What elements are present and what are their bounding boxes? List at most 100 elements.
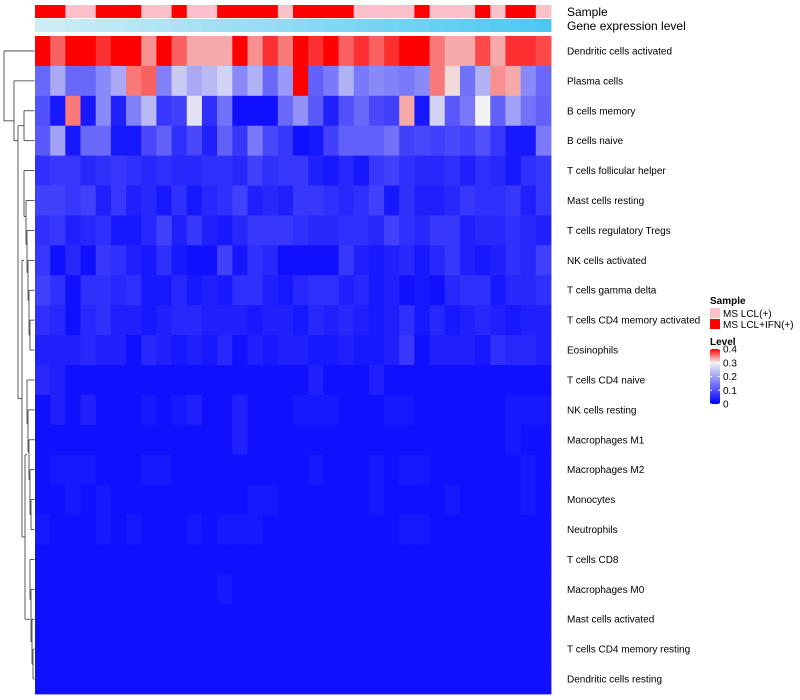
heatmap-cell [247, 484, 264, 515]
heatmap-cell [338, 125, 355, 157]
heatmap-cell [490, 664, 506, 695]
heatmap-cell [201, 65, 218, 97]
heatmap-cell [399, 275, 415, 306]
heatmap-cell [399, 484, 415, 515]
heatmap-cell [475, 185, 491, 216]
heatmap-cell [429, 95, 446, 127]
heatmap-cell [80, 604, 97, 635]
heatmap-cell [247, 305, 264, 336]
expression-annotation-cell [50, 19, 66, 32]
heatmap-cell [50, 155, 66, 186]
heatmap-cell [353, 574, 370, 605]
heatmap-cell [399, 365, 415, 396]
sample-annotation-cell [232, 5, 248, 18]
heatmap-cell [110, 155, 127, 186]
heatmap-cell [505, 634, 522, 665]
heatmap-cell [201, 514, 218, 545]
heatmap-cell [475, 544, 491, 575]
heatmap-cell [262, 634, 279, 665]
heatmap-cell [353, 664, 370, 695]
heatmap-cell [126, 634, 142, 665]
heatmap-cell [171, 604, 188, 635]
heatmap-cell [201, 275, 218, 306]
expression-annotation-cell [505, 19, 522, 32]
heatmap-cell [338, 544, 355, 575]
expression-annotation-cell [201, 19, 218, 32]
heatmap-cell [384, 664, 400, 695]
heatmap-cell [95, 664, 112, 695]
heatmap-cell [444, 664, 461, 695]
heatmap-cell [277, 424, 294, 456]
annotation-label-expression: Gene expression level [567, 19, 686, 33]
heatmap-cell [490, 335, 506, 366]
heatmap-cell [505, 394, 522, 426]
heatmap-cell [475, 484, 491, 515]
heatmap-cell [126, 514, 142, 545]
heatmap-cell [201, 125, 218, 157]
heatmap-cell [490, 365, 506, 396]
heatmap-cell [384, 544, 400, 575]
heatmap-cell [141, 125, 157, 157]
heatmap-cell [156, 36, 172, 67]
heatmap-cell [80, 275, 97, 306]
heatmap-cell [141, 215, 157, 246]
heatmap-cell [459, 125, 476, 157]
sample-annotation-cell [126, 5, 142, 18]
heatmap-cell [171, 514, 188, 545]
heatmap-cell [186, 424, 203, 456]
heatmap-cell [110, 65, 127, 97]
heatmap-cell [141, 484, 157, 515]
heatmap-cell [414, 454, 430, 486]
heatmap-cell [247, 245, 264, 276]
heatmap-cell [110, 484, 127, 515]
heatmap-cell [353, 155, 370, 186]
heatmap-cell [201, 544, 218, 575]
heatmap-cell [535, 604, 552, 635]
heatmap-cell [126, 484, 142, 515]
heatmap-cell [35, 634, 51, 665]
heatmap-cell [353, 335, 370, 366]
heatmap-cell [247, 125, 264, 157]
heatmap-cell [399, 36, 415, 67]
heatmap-cell [141, 514, 157, 545]
heatmap-cell [384, 245, 400, 276]
heatmap-cell [247, 275, 264, 306]
heatmap-cell [50, 125, 66, 157]
heatmap-cell [368, 185, 385, 216]
heatmap-cell [35, 664, 51, 695]
heatmap-cell [35, 245, 51, 276]
sample-annotation-cell [338, 5, 355, 18]
heatmap-cell [80, 36, 97, 67]
heatmap-cell [368, 36, 385, 67]
heatmap-cell [323, 335, 339, 366]
sample-annotation-cell [171, 5, 188, 18]
heatmap-cell [293, 514, 309, 545]
heatmap-cell [520, 634, 537, 665]
expression-annotation-cell [475, 19, 491, 32]
heatmap-cell [384, 275, 400, 306]
heatmap-cell [459, 544, 476, 575]
heatmap-cell [201, 664, 218, 695]
sample-annotation-cell [201, 5, 218, 18]
heatmap-cell [35, 305, 51, 336]
sample-legend-swatch-ms-lcl-ifn [710, 319, 720, 329]
heatmap-cell [414, 514, 430, 545]
heatmap-cell [459, 394, 476, 426]
heatmap-cell [384, 454, 400, 486]
heatmap-cell [35, 65, 51, 97]
heatmap-cell [35, 574, 51, 605]
heatmap-cell [505, 664, 522, 695]
heatmap-cell [414, 275, 430, 306]
heatmap-cell [429, 514, 446, 545]
heatmap-cell [186, 65, 203, 97]
heatmap-cell [156, 215, 172, 246]
heatmap-cell [95, 514, 112, 545]
heatmap-cell [95, 394, 112, 426]
heatmap-cell [171, 95, 188, 127]
heatmap-cell [293, 245, 309, 276]
heatmap-cell [247, 335, 264, 366]
heatmap-cell [95, 335, 112, 366]
heatmap-cell [277, 215, 294, 246]
heatmap-cell [293, 365, 309, 396]
level-legend-ticks: 0.4 0.3 0.2 0.1 0 [710, 345, 737, 411]
